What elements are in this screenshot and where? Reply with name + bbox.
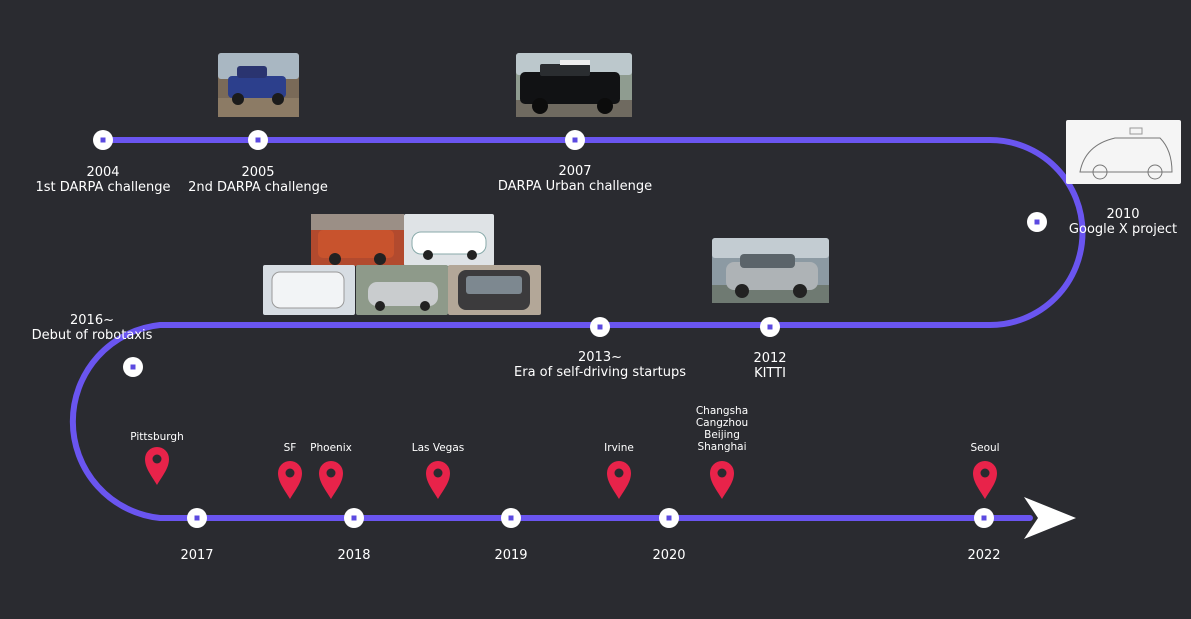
- milestone-year: 2005: [241, 165, 275, 180]
- timeline-node-icon: [659, 508, 679, 528]
- timeline-node-icon: [565, 130, 585, 150]
- milestone-label: DARPA Urban challenge: [497, 179, 653, 194]
- year-label-2017: 2017: [180, 548, 214, 563]
- city-label-phoenix: Phoenix: [310, 442, 352, 454]
- milestone-year: 2007: [558, 164, 592, 179]
- milestone-label: Era of self-driving startups: [514, 365, 686, 380]
- timeline-path: [69, 137, 1086, 521]
- timeline-node-icon: [123, 357, 143, 377]
- timeline-node-icon: [248, 130, 268, 150]
- milestone-2013: 2013~ Era of self-driving startups: [514, 350, 686, 380]
- city-label-irvine: Irvine: [604, 442, 634, 454]
- timeline-node-icon: [501, 508, 521, 528]
- milestone-label: Google X project: [1068, 222, 1178, 237]
- city-label-china: Changsha Cangzhou Beijing Shanghai: [696, 405, 748, 453]
- milestone-label: KITTI: [754, 366, 786, 381]
- city-label-lasvegas: Las Vegas: [411, 442, 465, 454]
- milestone-2016: 2016~ Debut of robotaxis: [32, 313, 153, 343]
- milestone-year: 2010: [1106, 207, 1140, 222]
- milestone-2005: 2005 2nd DARPA challenge: [188, 165, 328, 195]
- city-label-sf: SF: [283, 442, 297, 454]
- location-pin-icon: [973, 461, 997, 499]
- timeline-node-icon: [344, 508, 364, 528]
- milestone-2007: 2007 DARPA Urban challenge: [498, 164, 652, 194]
- timeline-node-icon: [93, 130, 113, 150]
- milestone-label: Debut of robotaxis: [31, 328, 153, 343]
- photo-2012-kitti-car: [712, 238, 829, 303]
- milestone-year: 2013~: [578, 350, 622, 365]
- location-pin-icon: [319, 461, 343, 499]
- location-pin-icon: [607, 461, 631, 499]
- city-name: Shanghai: [697, 441, 747, 453]
- location-pin-icon: [145, 447, 169, 485]
- timeline-node-icon: [590, 317, 610, 337]
- milestone-year: 2012: [753, 351, 787, 366]
- city-name: Cangzhou: [695, 417, 749, 429]
- year-label-2020: 2020: [652, 548, 686, 563]
- arrow-right-icon: [1024, 497, 1076, 539]
- location-pin-icon: [426, 461, 450, 499]
- photo-2005-vehicle: [218, 53, 299, 117]
- milestone-2012: 2012 KITTI: [753, 351, 786, 381]
- timeline-node-icon: [187, 508, 207, 528]
- milestone-year: 2016~: [70, 313, 114, 328]
- year-label-2019: 2019: [494, 548, 528, 563]
- city-name: Beijing: [704, 429, 740, 441]
- location-pin-icon: [278, 461, 302, 499]
- photo-startups-vans: [263, 214, 541, 315]
- milestone-label: 1st DARPA challenge: [35, 180, 171, 195]
- photo-2010-sketch: [1066, 120, 1181, 184]
- timeline-node-icon: [760, 317, 780, 337]
- city-label-seoul: Seoul: [970, 442, 1000, 454]
- milestone-year: 2004: [86, 165, 120, 180]
- year-label-2018: 2018: [337, 548, 371, 563]
- city-label-pittsburgh: Pittsburgh: [130, 431, 184, 443]
- year-label-2022: 2022: [967, 548, 1001, 563]
- timeline-node-icon: [1027, 212, 1047, 232]
- city-name: Changsha: [695, 405, 749, 417]
- milestone-2004: 2004 1st DARPA challenge: [35, 165, 170, 195]
- milestone-2010: 2010 Google X project: [1069, 207, 1177, 237]
- location-pin-icon: [710, 461, 734, 499]
- photo-2007-vehicle: [516, 53, 632, 117]
- milestone-label: 2nd DARPA challenge: [188, 180, 328, 195]
- timeline-node-icon: [974, 508, 994, 528]
